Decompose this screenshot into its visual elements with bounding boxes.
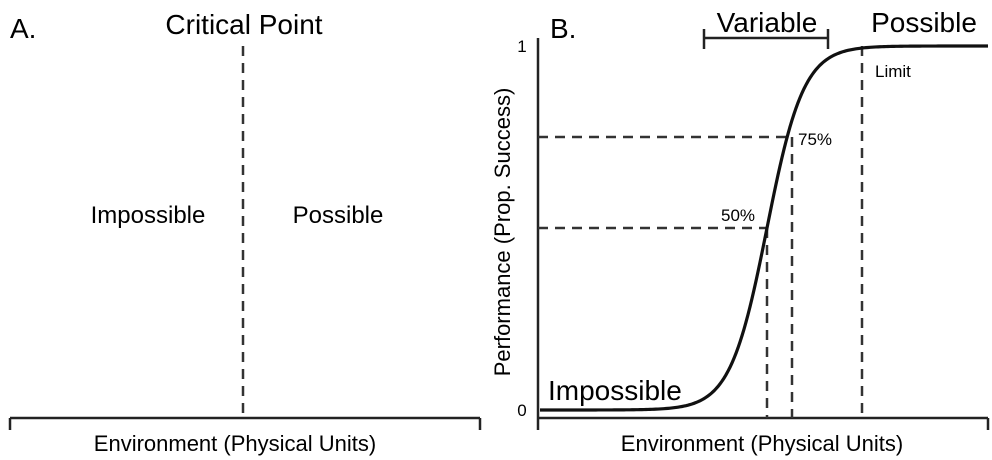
panel-b-letter: B. (550, 13, 576, 44)
panel-a: A. Critical Point Impossible Possible En… (8, 9, 482, 456)
panel-b-x-axis-label: Environment (Physical Units) (621, 431, 903, 456)
y-tick-label-0: 0 (517, 401, 526, 420)
panel-a-x-axis-label: Environment (Physical Units) (94, 431, 376, 456)
panel-a-possible-label: Possible (293, 202, 384, 229)
panel-b-impossible-label: Impossible (548, 375, 682, 406)
limit-label: Limit (875, 62, 911, 81)
critical-point-label: Critical Point (165, 9, 322, 40)
variable-bracket (702, 29, 830, 49)
variable-label: Variable (717, 7, 818, 38)
y-tick-label-1: 1 (517, 37, 526, 56)
panel-a-impossible-label: Impossible (91, 202, 206, 229)
panel-b-possible-label: Possible (871, 7, 977, 38)
panel-a-letter: A. (10, 13, 36, 44)
panel-b: B. 1 0 Performance (Prop. Success) Envir… (490, 7, 990, 456)
performance-curve (540, 44, 988, 412)
panel-b-y-axis-label: Performance (Prop. Success) (490, 88, 515, 377)
p50-label: 50% (721, 206, 755, 225)
p75-label: 75% (798, 130, 832, 149)
